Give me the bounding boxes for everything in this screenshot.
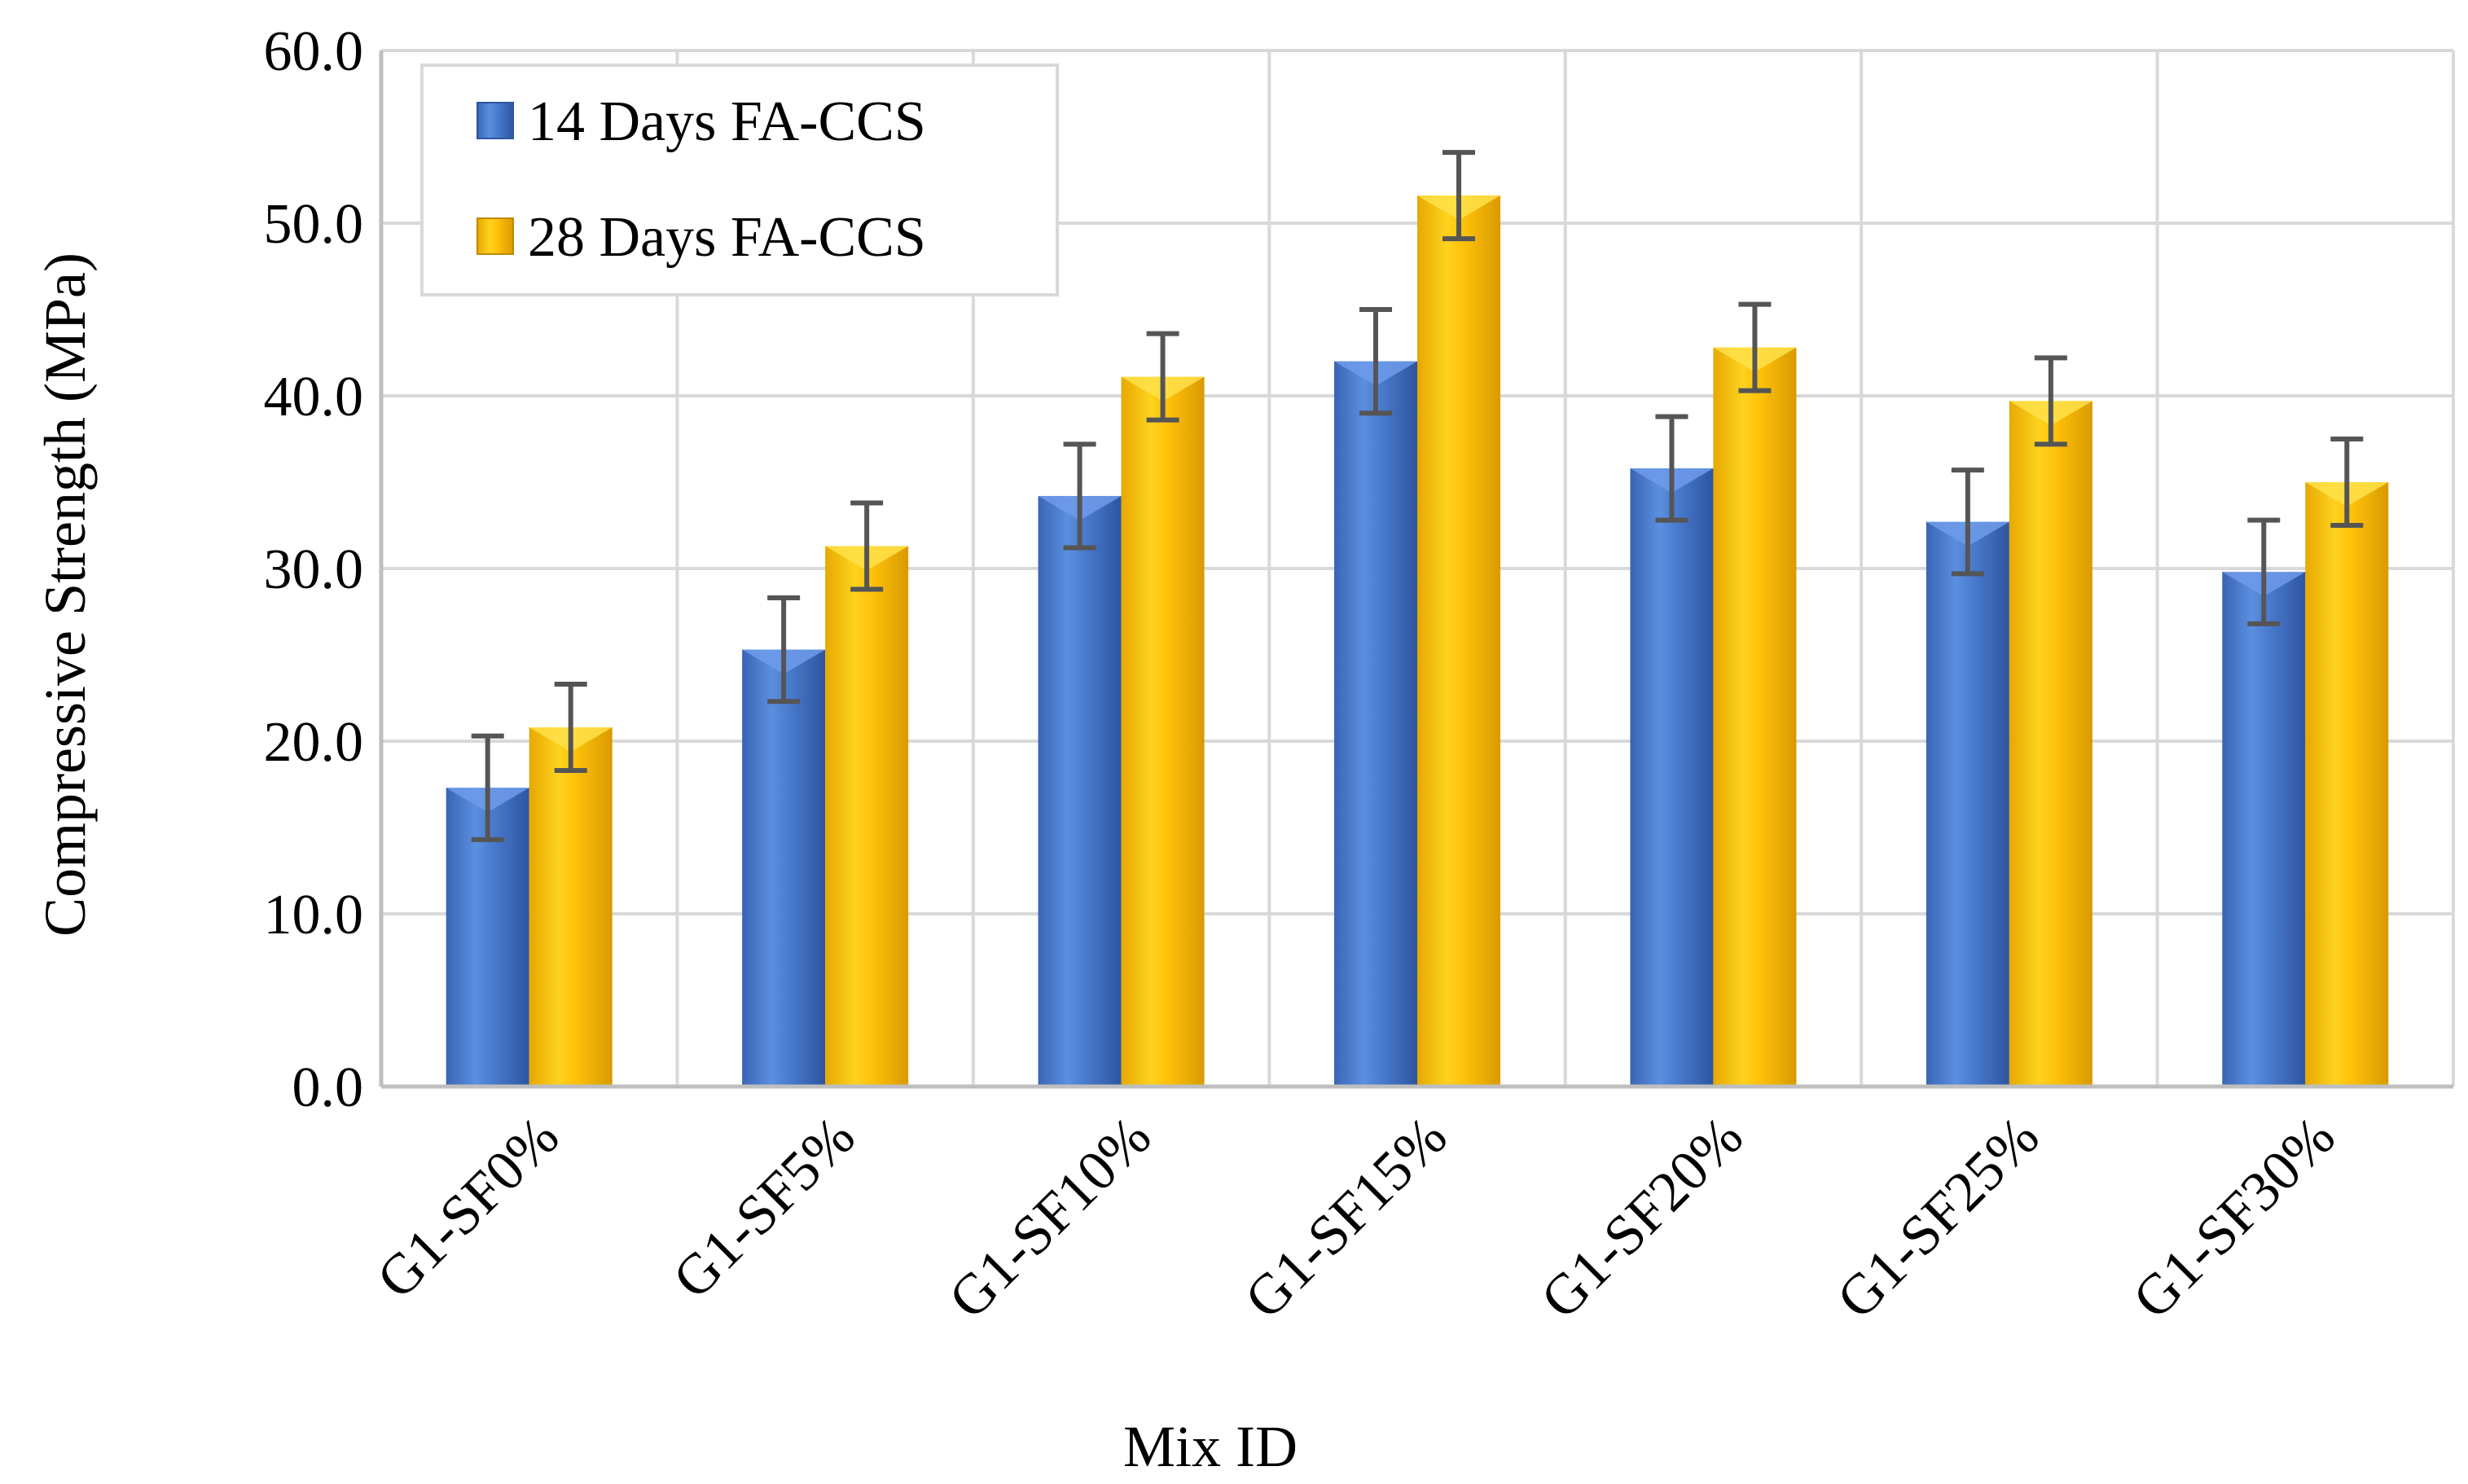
bar-1-4 [1713,347,1797,1087]
legend-box [420,64,1059,296]
legend: 14 Days FA-CCS 28 Days FA-CCS [420,64,1059,296]
x-tick-label-0: G1-SF0% [366,1105,571,1311]
bar-0-4 [1630,468,1714,1087]
error-bars [471,150,2364,842]
y-tick-label-1: 10.0 [264,884,364,946]
bar-0-1 [742,649,826,1087]
bar-0-2 [1038,495,1122,1087]
axes [379,50,2453,1089]
y-tick-label-0: 0.0 [292,1056,364,1119]
legend-label-28-days: 28 Days FA-CCS [528,206,926,269]
y-tick-label-4: 40.0 [264,366,364,428]
y-tick-labels: 0.0 10.0 20.0 30.0 40.0 50.0 60.0 [264,20,364,1119]
y-tick-label-6: 60.0 [264,20,364,83]
bar-1-6 [2305,482,2389,1087]
x-axis-title: Mix ID [1123,1414,1298,1479]
bar-0-6 [2222,572,2306,1087]
x-tick-label-4: G1-SF20% [1530,1105,1755,1331]
x-tick-label-5: G1-SF25% [1825,1105,2051,1331]
legend-swatch-14-days [476,102,514,139]
x-tick-label-2: G1-SF10% [938,1105,1163,1331]
y-tick-label-2: 20.0 [264,711,364,774]
y-tick-label-3: 30.0 [264,538,364,601]
bar-1-2 [1121,376,1205,1087]
bar-0-3 [1334,361,1417,1087]
x-tick-labels: G1-SF0% G1-SF5% G1-SF10% G1-SF15% G1-SF20% G1… [366,1105,2347,1331]
y-axis-title: Compressive Strength (MPa) [33,252,98,937]
bar-1-3 [1417,195,1500,1087]
bar-0-5 [1926,521,2009,1087]
bar-1-0 [529,727,613,1087]
y-tick-label-5: 50.0 [264,193,364,256]
x-tick-label-6: G1-SF30% [2121,1105,2347,1331]
bars [446,195,2389,1087]
legend-label-14-days: 14 Days FA-CCS [528,90,926,153]
x-tick-label-3: G1-SF15% [1233,1105,1459,1331]
bar-1-1 [825,546,909,1087]
bar-1-5 [2009,401,2093,1087]
x-tick-label-1: G1-SF5% [661,1105,867,1311]
legend-swatch-28-days [476,217,514,255]
